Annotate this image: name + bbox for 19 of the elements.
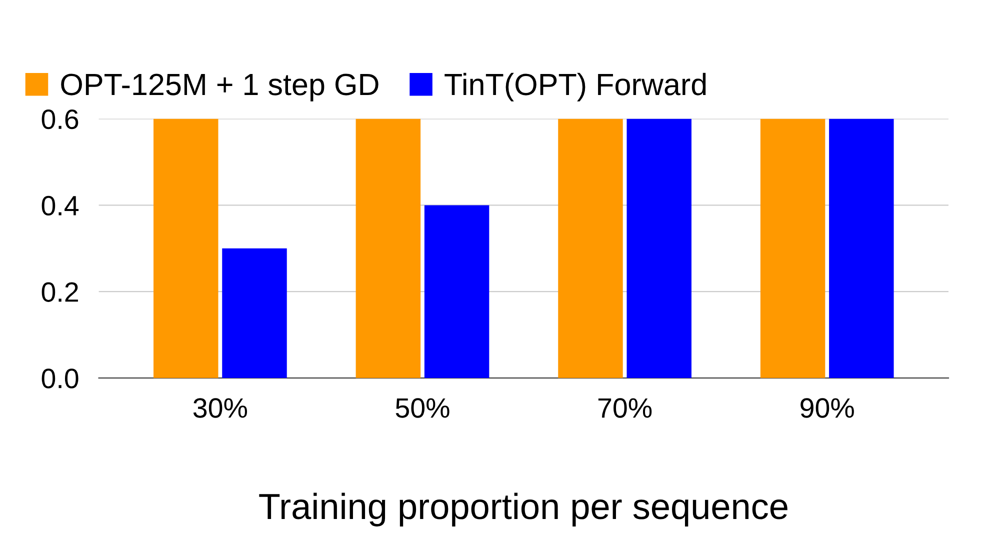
y-tick-label: 0.4	[42, 196, 79, 216]
bar	[829, 118, 894, 378]
x-axis-title: Training proportion per sequence	[259, 492, 788, 526]
bar	[154, 118, 218, 378]
x-tick-label: 70%	[598, 398, 652, 418]
x-tick-label: 30%	[193, 398, 247, 418]
legend-label: TinT(OPT) Forward	[444, 72, 706, 102]
bar	[222, 248, 287, 378]
bar	[424, 205, 490, 378]
y-tick-label: 0.6	[42, 109, 78, 130]
x-tick-label: 90%	[800, 398, 854, 418]
y-tick-label: 0.2	[42, 282, 78, 302]
legend-label: OPT-125M + 1 step GD	[61, 74, 378, 102]
y-tick-label: 0.0	[42, 368, 78, 388]
x-tick-label: 50%	[396, 398, 450, 418]
bar	[760, 118, 826, 378]
bar	[558, 118, 623, 378]
bar	[356, 118, 421, 378]
bar	[626, 118, 692, 378]
